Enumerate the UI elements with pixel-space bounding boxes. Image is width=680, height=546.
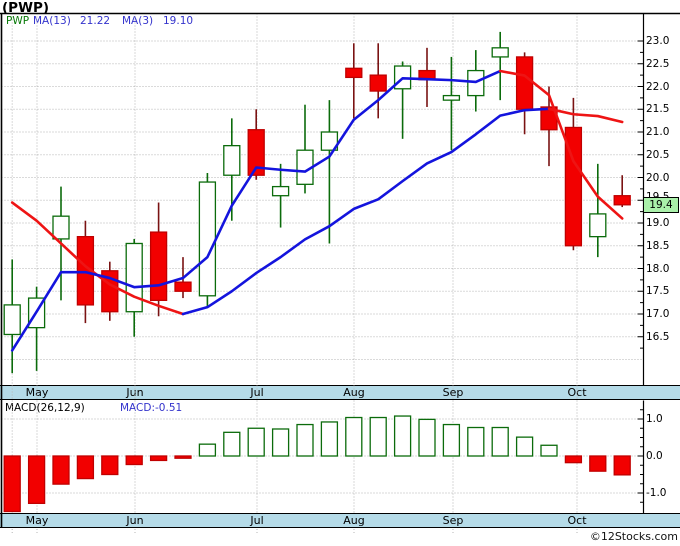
- ma3-line-up: [10, 69, 502, 352]
- candle-body: [223, 144, 241, 176]
- candle-body: [564, 126, 583, 247]
- price-axis-label: 20.0: [646, 171, 670, 184]
- macd-pane-month-label: May: [25, 514, 49, 527]
- candle-body: [271, 185, 290, 197]
- candle-body: [369, 74, 387, 92]
- macd-bar-negative: [76, 455, 95, 480]
- macd-bar-positive: [320, 421, 339, 457]
- candle-body: [247, 129, 265, 176]
- macd-bar-positive: [247, 427, 265, 457]
- price-axis-label: 23.0: [646, 35, 670, 47]
- legend-ma3-value: 19.10: [163, 15, 194, 27]
- candle-body: [515, 56, 534, 110]
- legend-ma3-label: MA(3): [122, 15, 154, 27]
- candle-body: [613, 195, 631, 206]
- legend-ma13-value: 21.22: [80, 15, 111, 27]
- ma3-line-down: [498, 69, 624, 220]
- macd-bar-negative: [149, 455, 168, 462]
- macd-bar-positive: [223, 431, 241, 457]
- candle-body: [589, 213, 607, 238]
- price-axis-label: 21.5: [646, 103, 670, 116]
- macd-bar-negative: [3, 455, 21, 513]
- price-axis-label: 17.0: [646, 308, 670, 320]
- macd-bar-negative: [564, 455, 583, 464]
- macd-bar-positive: [393, 415, 412, 457]
- page-title: (PWP): [2, 0, 50, 16]
- macd-bar-positive: [345, 416, 363, 457]
- legend-symbol: PWP: [6, 15, 30, 27]
- macd-bar-positive: [198, 443, 217, 457]
- macd-pane-month-label: Sep: [442, 514, 464, 527]
- macd-bar-negative: [613, 455, 631, 476]
- macd-legend-value: MACD:-0.51: [120, 402, 183, 414]
- candle-body: [442, 94, 461, 101]
- copyright-watermark: ©12Stocks.com: [589, 530, 678, 543]
- price-axis-label: 22.0: [646, 80, 670, 93]
- macd-bar-positive: [418, 418, 436, 457]
- macd-pane-month-label: Oct: [567, 514, 587, 527]
- price-axis-label: 16.5: [646, 330, 670, 343]
- candle-body: [491, 47, 509, 58]
- macd-axis-label: -1.0: [646, 487, 667, 499]
- macd-bar-positive: [491, 426, 509, 457]
- macd-bar-negative: [27, 455, 46, 505]
- macd-bar-positive: [515, 436, 534, 457]
- price-axis-label: 22.5: [646, 57, 670, 70]
- macd-bar-positive: [467, 426, 485, 457]
- ma13-line-down: [547, 107, 624, 124]
- price-axis-label: 19.0: [646, 217, 670, 229]
- macd-bar-positive: [540, 444, 558, 457]
- price-axis-label: 21.0: [646, 126, 670, 138]
- macd-bar-negative: [589, 455, 607, 472]
- legend-ma13-label: MA(13): [33, 15, 71, 27]
- macd-bar-positive: [442, 423, 461, 457]
- candle-body: [52, 215, 70, 240]
- macd-bar-positive: [369, 416, 387, 457]
- macd-bar-negative: [52, 455, 70, 485]
- macd-legend-params: MACD(26,12,9): [5, 402, 85, 414]
- macd-pane-month-axis: May Jun Jul Aug Sep Oct: [0, 513, 680, 528]
- macd-pane-month-label: Aug: [343, 514, 365, 527]
- candle-body: [3, 304, 21, 336]
- candle-body: [174, 281, 192, 292]
- macd-bar-negative: [101, 455, 119, 476]
- macd-axis-label: 0.0: [646, 450, 663, 462]
- price-axis-label: 18.5: [646, 239, 670, 252]
- price-axis-label: 17.5: [646, 285, 670, 298]
- price-axis-label: 20.5: [646, 148, 670, 161]
- price-axis-label: 18.0: [646, 262, 670, 275]
- last-price-tag: 19.4: [643, 197, 679, 213]
- candle-body: [149, 231, 168, 302]
- macd-pane-month-label: Jul: [250, 514, 264, 527]
- candle-body: [125, 242, 143, 313]
- candle-body: [345, 67, 363, 79]
- macd-bar-negative: [125, 455, 143, 466]
- macd-axis-label: 1.0: [646, 413, 663, 425]
- macd-bar-negative: [174, 455, 192, 459]
- ma13-line-up: [181, 107, 551, 316]
- macd-pane-month-label: Jun: [126, 514, 144, 527]
- macd-bar-positive: [296, 423, 314, 457]
- candle-body: [198, 181, 217, 297]
- macd-bar-positive: [271, 428, 290, 457]
- candle-body: [320, 131, 339, 151]
